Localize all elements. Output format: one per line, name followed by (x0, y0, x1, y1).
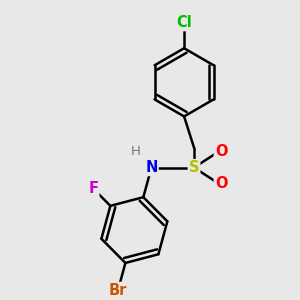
Text: O: O (215, 176, 227, 191)
Text: S: S (189, 160, 199, 175)
Text: O: O (215, 144, 227, 159)
Text: Br: Br (109, 283, 127, 298)
Text: F: F (88, 181, 98, 196)
Text: N: N (145, 160, 158, 175)
Text: H: H (131, 146, 141, 158)
Text: Cl: Cl (176, 15, 192, 30)
